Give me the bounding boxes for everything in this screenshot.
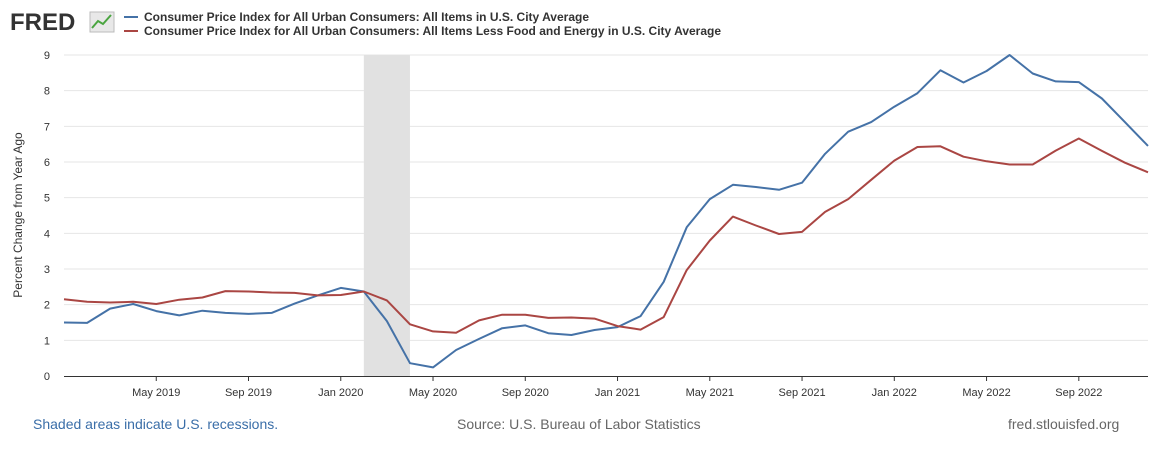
site-link[interactable]: fred.stlouisfed.org	[1008, 416, 1120, 432]
axes: 0 1 2 3 4 5 6 7 8 9 May 2019 Sep 2019 Jan 2020 May 20…	[44, 50, 1148, 399]
y-tick-label: 2	[44, 300, 50, 312]
x-tick-label: Sep 2020	[502, 387, 549, 399]
legend-label: Consumer Price Index for All Urban Consu…	[144, 10, 589, 24]
recession-shading-layer	[363, 55, 410, 376]
x-tick-label: Sep 2019	[225, 387, 272, 399]
series-layer	[63, 54, 1149, 369]
x-tick-label: Jan 2022	[872, 387, 917, 399]
line-chart: 0 1 2 3 4 5 6 7 8 9 May 2019 Sep 2019 Jan 2020 May 20…	[11, 50, 1149, 399]
chart-legend: Consumer Price Index for All Urban Consu…	[124, 10, 721, 38]
x-tick-label: Jan 2020	[318, 387, 363, 399]
series-line-cpi-core	[63, 137, 1149, 334]
logo-text: FRED	[10, 9, 75, 36]
line-chart-icon	[89, 11, 115, 33]
y-tick-label: 1	[44, 335, 50, 347]
recession-shading	[363, 55, 410, 376]
legend-label: Consumer Price Index for All Urban Consu…	[144, 24, 722, 38]
x-tick-label: Sep 2022	[1055, 387, 1102, 399]
y-tick-label: 9	[44, 50, 50, 62]
y-tick-label: 5	[44, 193, 50, 205]
grid-lines	[64, 54, 1148, 341]
recession-note-link[interactable]: Shaded areas indicate U.S. recessions.	[33, 416, 279, 432]
x-tick-label: May 2021	[686, 387, 734, 399]
y-axis-title: Percent Change from Year Ago	[11, 132, 25, 298]
legend-swatch	[124, 16, 138, 18]
y-tick-label: 0	[44, 371, 50, 383]
x-tick-label: May 2019	[132, 387, 180, 399]
legend-item-cpi-all-items[interactable]: Consumer Price Index for All Urban Consu…	[124, 10, 721, 24]
fred-logo: FRED	[10, 9, 115, 36]
y-tick-label: 6	[44, 157, 50, 169]
y-tick-label: 7	[44, 121, 50, 133]
x-tick-label: Jan 2021	[595, 387, 640, 399]
series-line-cpi-all-items	[63, 54, 1149, 369]
y-tick-label: 3	[44, 264, 50, 276]
x-tick-label: May 2020	[409, 387, 457, 399]
source-text: Source: U.S. Bureau of Labor Statistics	[457, 416, 701, 432]
legend-swatch	[124, 30, 138, 32]
y-tick-label: 4	[44, 228, 50, 240]
legend-item-cpi-core[interactable]: Consumer Price Index for All Urban Consu…	[124, 24, 721, 38]
x-tick-label: Sep 2021	[778, 387, 825, 399]
x-tick-label: May 2022	[962, 387, 1010, 399]
y-tick-label: 8	[44, 86, 50, 98]
